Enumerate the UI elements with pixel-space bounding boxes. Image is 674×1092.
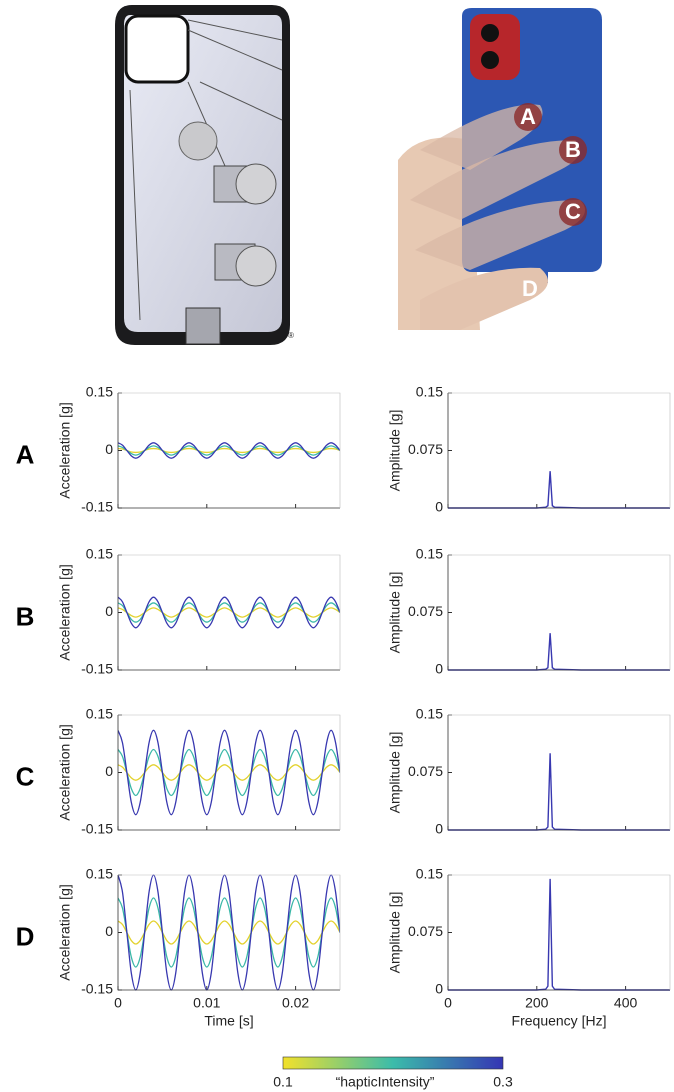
axis-box-top	[118, 874, 341, 990]
y-tick-label: 0	[435, 499, 443, 515]
y-tick-label: 0.15	[86, 384, 113, 400]
photo-label: A	[520, 104, 536, 129]
y-tick-label: 0	[435, 981, 443, 997]
axis-box-top	[448, 874, 671, 990]
line	[118, 596, 340, 629]
axis-box	[447, 555, 670, 671]
y-tick-label: -0.15	[81, 499, 113, 515]
case-drawing	[115, 5, 290, 345]
row-label: D	[16, 921, 35, 951]
row-label: B	[16, 601, 35, 631]
axis-box-top	[448, 554, 671, 670]
y-tick-label: -0.15	[81, 981, 113, 997]
y-tick-label: 0	[105, 923, 113, 939]
plot-area	[448, 393, 670, 508]
row-label: A	[16, 439, 35, 469]
y-tick-label: 0	[435, 661, 443, 677]
plot-area	[118, 555, 340, 670]
y-axis-label: Acceleration [g]	[57, 724, 73, 821]
photo-label: D	[522, 276, 538, 301]
plot-area	[448, 875, 670, 990]
x-axis-label: Frequency [Hz]	[512, 1013, 607, 1029]
case-mark: ®	[288, 331, 294, 340]
axis-box-top	[118, 714, 341, 830]
axis-box	[117, 875, 340, 991]
photo	[398, 8, 602, 330]
y-tick-label: 0.15	[86, 866, 113, 882]
y-axis-label: Amplitude [g]	[387, 572, 403, 654]
y-tick-label: 0.075	[408, 923, 443, 939]
y-axis-label: Acceleration [g]	[57, 402, 73, 499]
row-label: C	[16, 761, 35, 791]
x-tick-label: 0	[114, 995, 122, 1011]
photo-label: B	[565, 137, 581, 162]
y-axis-label: Acceleration [g]	[57, 564, 73, 661]
y-tick-label: 0	[435, 821, 443, 837]
colorbar-label: “hapticIntensity”	[336, 1074, 435, 1090]
y-tick-label: -0.15	[81, 661, 113, 677]
axis-box-top	[118, 554, 341, 670]
axis-box	[447, 715, 670, 831]
y-tick-label: 0.075	[408, 603, 443, 619]
colorbar	[282, 1056, 504, 1070]
axis-box	[117, 555, 340, 671]
line	[118, 729, 340, 816]
axis-box-top	[118, 392, 341, 508]
x-tick-label: 0	[444, 995, 452, 1011]
y-tick-label: 0.15	[86, 706, 113, 722]
y-tick-label: 0	[105, 763, 113, 779]
y-tick-label: 0.15	[416, 866, 443, 882]
plot-area	[448, 555, 670, 670]
line	[118, 442, 340, 459]
colorbar-max: 0.3	[493, 1074, 513, 1090]
x-tick-label: 0.02	[282, 995, 309, 1011]
y-tick-label: 0.15	[86, 546, 113, 562]
y-axis-label: Acceleration [g]	[57, 884, 73, 981]
axis-box	[117, 715, 340, 831]
line	[118, 920, 340, 945]
y-tick-label: 0.15	[416, 706, 443, 722]
plot-area	[118, 393, 340, 508]
plot-area	[448, 715, 670, 830]
y-tick-label: 0.075	[408, 441, 443, 457]
y-axis-label: Amplitude [g]	[387, 892, 403, 974]
line	[118, 874, 340, 991]
y-tick-label: 0.075	[408, 763, 443, 779]
y-tick-label: 0	[105, 441, 113, 457]
photo-label: C	[565, 199, 581, 224]
line	[118, 764, 340, 781]
axis-box	[117, 393, 340, 509]
x-axis-label: Time [s]	[204, 1013, 253, 1029]
y-tick-label: -0.15	[81, 821, 113, 837]
axis-box	[447, 875, 670, 991]
axis-box-top	[448, 714, 671, 830]
y-tick-label: 0.15	[416, 384, 443, 400]
y-tick-label: 0.15	[416, 546, 443, 562]
axis-box-top	[448, 392, 671, 508]
plot-area	[118, 715, 340, 830]
x-tick-label: 0.01	[193, 995, 220, 1011]
x-tick-label: 400	[614, 995, 638, 1011]
y-axis-label: Amplitude [g]	[387, 732, 403, 814]
axis-box	[447, 393, 670, 509]
y-tick-label: 0	[105, 603, 113, 619]
colorbar-min: 0.1	[273, 1074, 293, 1090]
y-axis-label: Amplitude [g]	[387, 410, 403, 492]
x-tick-label: 200	[525, 995, 549, 1011]
